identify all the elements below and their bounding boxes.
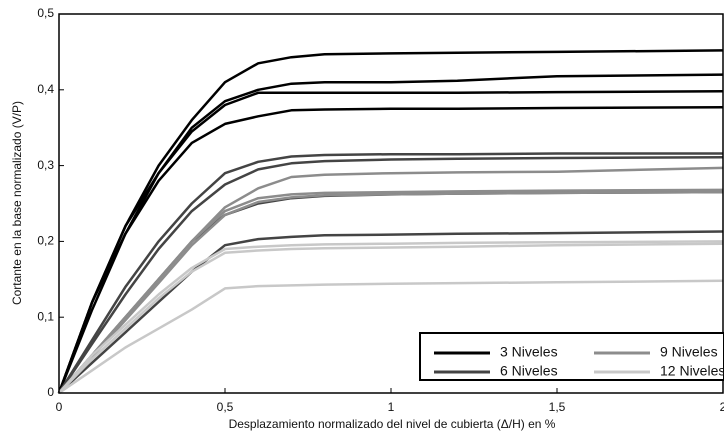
y-tick-label: 0,4 <box>37 82 54 96</box>
x-tick-label: 1 <box>388 400 395 414</box>
series-line <box>57 73 724 394</box>
legend: 3 Niveles 6 Niveles 9 Niveles 12 Niveles <box>419 332 724 381</box>
legend-label: 9 Niveles <box>660 344 718 360</box>
legend-label: 3 Niveles <box>500 344 558 360</box>
y-axis-label: Cortante en la base normalizado (V/P) <box>10 101 24 305</box>
series-line <box>58 188 724 394</box>
series-line <box>58 279 724 395</box>
legend-label: 6 Niveles <box>500 363 558 379</box>
legend-label: 12 Niveles <box>660 363 724 379</box>
series-line <box>58 230 724 394</box>
y-tick-label: 0 <box>47 385 54 399</box>
series-line <box>58 242 724 394</box>
series-line <box>57 152 723 394</box>
y-tick-label: 0,3 <box>37 158 54 172</box>
series-line <box>58 240 724 394</box>
x-tick-label: 0,5 <box>217 400 234 414</box>
y-tick-label: 0,1 <box>37 309 54 323</box>
plot-frame <box>58 13 724 394</box>
y-tick-label: 0,5 <box>37 6 54 20</box>
x-tick-label: 0 <box>56 400 63 414</box>
x-tick-label: 1,5 <box>549 400 566 414</box>
series-line <box>58 190 724 394</box>
x-axis-label: Desplazamiento normalizado del nivel de … <box>229 417 556 431</box>
y-tick-label: 0,2 <box>37 234 54 248</box>
series-line <box>57 105 724 394</box>
x-tick-label: 2 <box>720 400 724 414</box>
series-line <box>57 156 724 394</box>
